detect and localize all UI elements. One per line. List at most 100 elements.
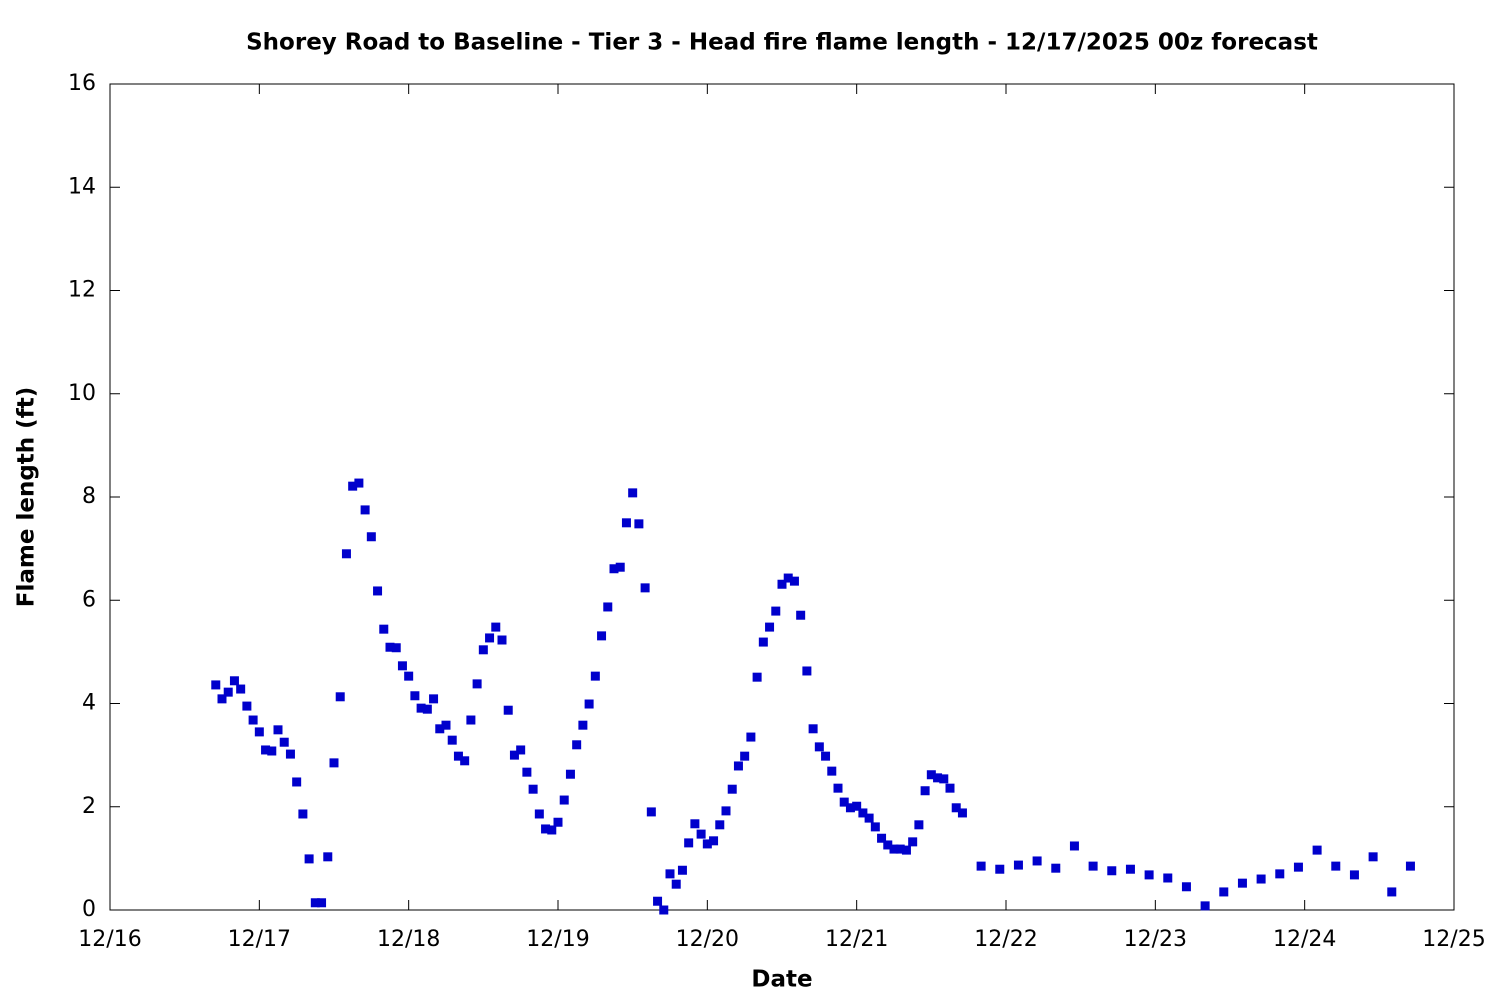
point [640,583,650,593]
x-tick-label: 12/17 [228,927,291,952]
point [957,808,967,818]
point [441,720,451,730]
point [1368,852,1378,862]
point [721,806,731,816]
point [783,573,793,583]
point [702,839,712,849]
point [429,694,439,704]
point [242,701,252,711]
point [279,737,289,747]
point [391,643,401,653]
point [1387,887,1397,897]
point [410,691,420,701]
point [547,825,557,835]
point [1256,874,1266,884]
point [335,692,345,702]
point [659,905,669,915]
point [609,564,619,574]
point [901,845,911,855]
point [485,633,495,643]
point [603,602,613,612]
y-axis-title: Flame length (ft) [14,387,40,607]
point [223,687,233,697]
point [298,809,308,819]
point [976,861,986,871]
point [590,671,600,681]
point [416,703,426,713]
point [217,694,227,704]
point [528,784,538,794]
point [366,532,376,542]
point [559,795,569,805]
point [267,746,277,756]
point [665,869,675,879]
point [933,773,943,783]
point [858,808,868,818]
point [1144,870,1154,880]
y-tick-label: 14 [68,174,96,199]
point [1181,882,1191,892]
point [236,684,246,694]
point [808,724,818,734]
point [460,756,470,766]
chart-title: Shorey Road to Baseline - Tier 3 - Head … [246,30,1318,56]
point [789,576,799,586]
point [379,624,389,634]
point [292,777,302,787]
point [509,750,519,760]
point [733,761,743,771]
point [329,758,339,768]
point [833,783,843,793]
point [852,801,862,811]
point [229,676,239,686]
point [597,631,607,641]
point [796,610,806,620]
point [727,784,737,794]
point [1069,841,1079,851]
point [845,803,855,813]
point [827,766,837,776]
point [466,715,476,725]
point [211,680,221,690]
point [341,549,351,559]
point [261,745,271,755]
point [814,742,824,752]
point [951,803,961,813]
point [1349,870,1359,880]
point [777,579,787,589]
point [839,797,849,807]
point [360,505,370,515]
point [995,864,1005,874]
point [628,488,638,498]
point [653,896,663,906]
point [1032,856,1042,866]
point [323,852,333,862]
point [522,767,532,777]
point [802,666,812,676]
point [1125,864,1135,874]
point [478,645,488,655]
point [671,879,681,889]
point [870,822,880,832]
point [765,622,775,632]
point [1219,887,1229,897]
point [1312,845,1322,855]
point [422,704,432,714]
point [1200,901,1210,911]
y-tick-label: 10 [68,381,96,406]
y-tick-label: 4 [82,691,96,716]
point [883,840,893,850]
point [254,727,264,737]
point [447,735,457,745]
point [709,836,719,846]
point [453,751,463,761]
point [565,769,575,779]
point [715,820,725,830]
point [373,586,383,596]
point [646,807,656,817]
point [317,898,327,908]
point [677,865,687,875]
point [348,481,358,491]
point [404,671,414,681]
point [615,562,625,572]
